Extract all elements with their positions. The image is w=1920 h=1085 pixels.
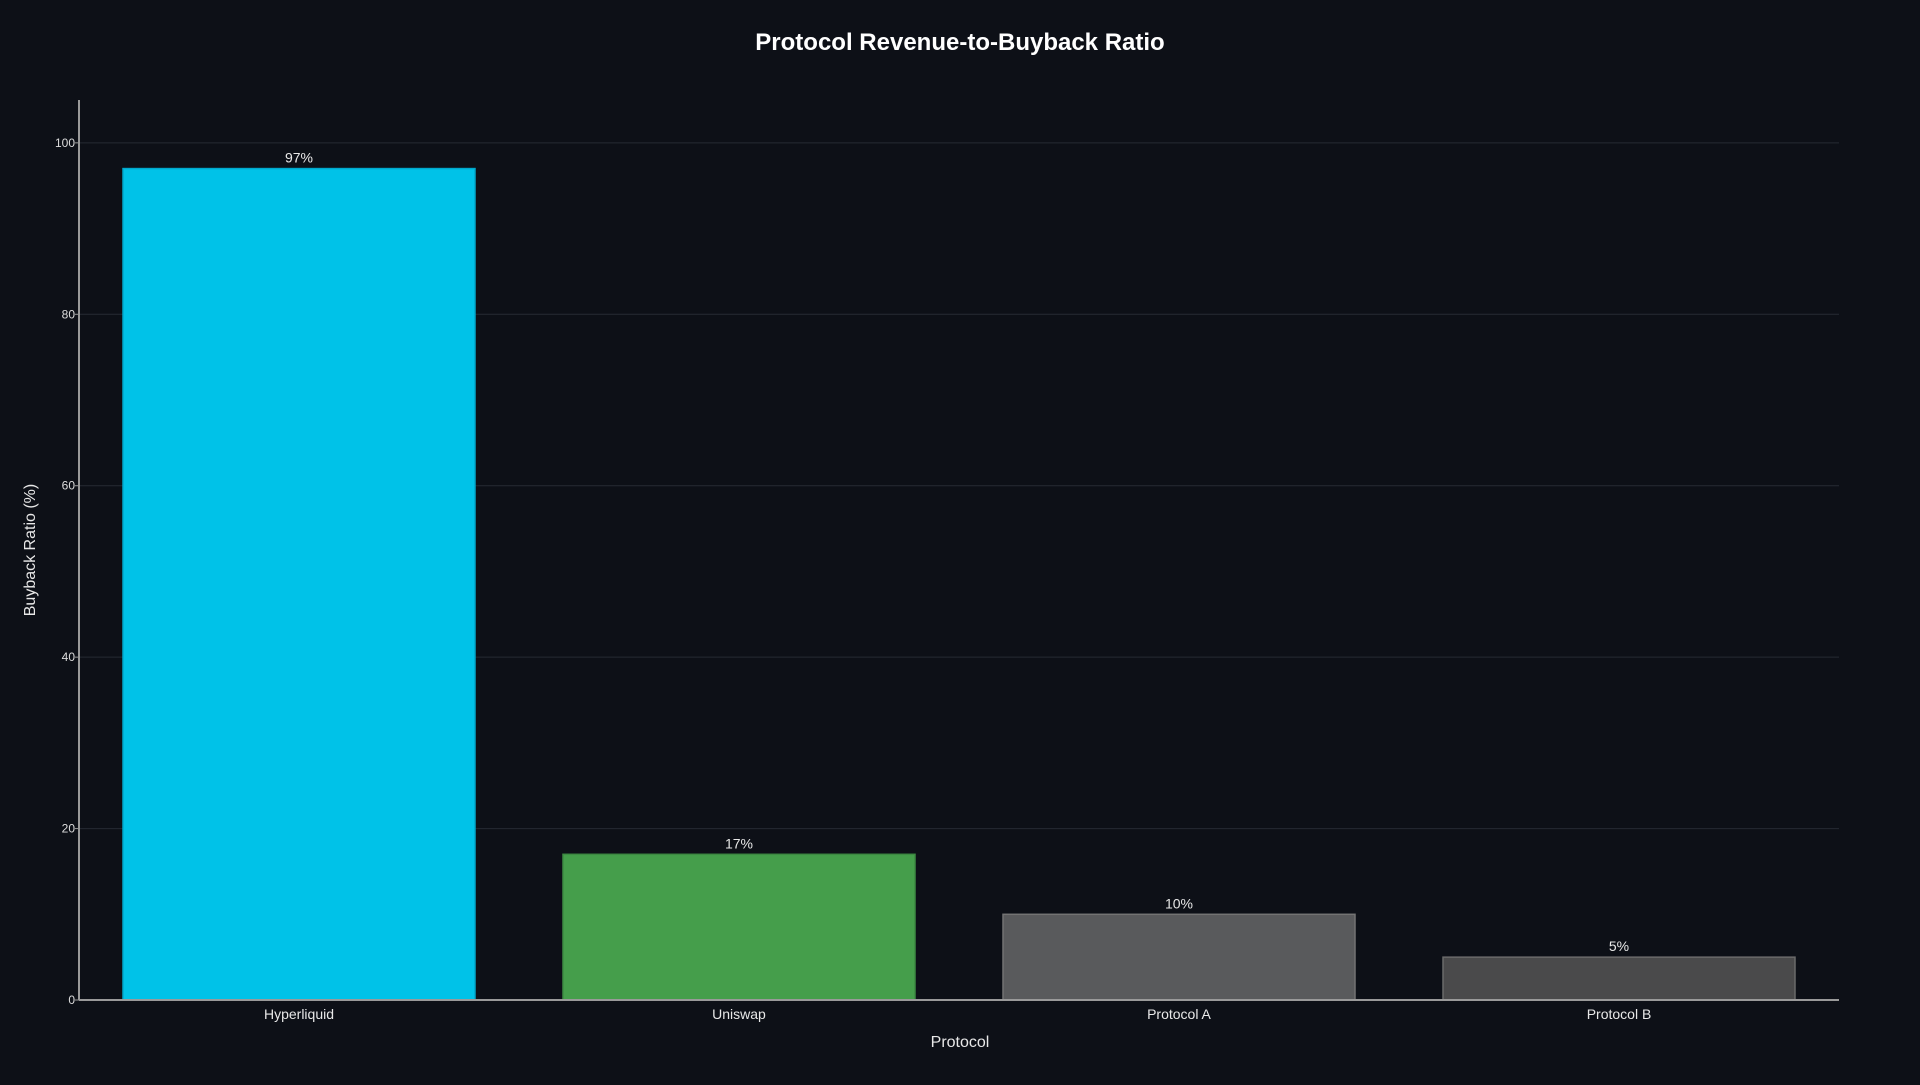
bar-protocol-a xyxy=(1002,913,1356,1001)
bars xyxy=(122,167,1796,1001)
y-axis-title: Buyback Ratio (%) xyxy=(22,484,39,617)
bar-value-label: 10% xyxy=(1165,895,1193,911)
y-tick-label: 100 xyxy=(55,136,75,150)
y-ticks: 0 20 40 60 80 100 xyxy=(55,136,79,1007)
data-labels: 97% 17% 10% 5% xyxy=(285,150,1629,955)
bar-protocol-b xyxy=(1442,956,1796,1001)
bar-value-label: 5% xyxy=(1609,938,1629,954)
bar-value-label: 97% xyxy=(285,150,313,166)
y-tick-label: 80 xyxy=(62,307,76,321)
category-labels: Hyperliquid Uniswap Protocol A Protocol B xyxy=(264,1006,1651,1022)
y-tick-label: 60 xyxy=(62,479,76,493)
category-label: Protocol B xyxy=(1587,1006,1652,1022)
chart-title: Protocol Revenue-to-Buyback Ratio xyxy=(755,29,1164,56)
category-label: Uniswap xyxy=(712,1006,766,1022)
axes xyxy=(78,100,1839,1001)
category-label: Protocol A xyxy=(1147,1006,1211,1022)
y-tick-label: 40 xyxy=(62,650,76,664)
bar-hyperliquid xyxy=(122,167,476,1001)
x-axis-title: Protocol xyxy=(931,1034,990,1051)
bar-uniswap xyxy=(562,853,916,1001)
y-tick-label: 20 xyxy=(62,822,76,836)
category-label: Hyperliquid xyxy=(264,1006,334,1022)
bar-value-label: 17% xyxy=(725,835,753,851)
y-tick-label: 0 xyxy=(68,993,75,1007)
